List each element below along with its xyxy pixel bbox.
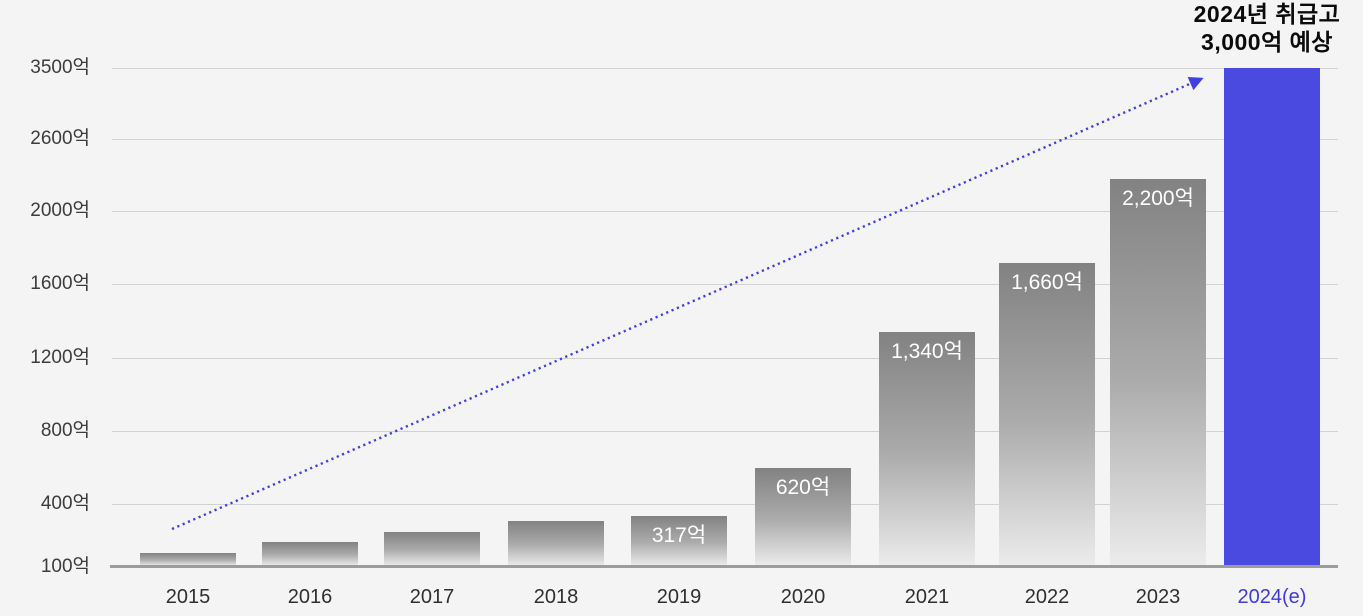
bar-2016 [262,542,358,566]
bar-2021: 1,340억 [879,332,975,566]
y-tick-label-100억: 100억 [40,556,90,577]
y-tick-label-400억: 400억 [40,493,90,514]
bar-2020: 620억 [755,468,851,566]
y-tick-label-2600억: 2600억 [30,128,90,149]
x-tick-label-2019: 2019 [656,586,702,608]
bar-2024e [1224,68,1320,566]
bar-value-label-2022: 1,660억 [1011,271,1083,294]
y-tick-label-2000억: 2000억 [30,200,90,221]
x-axis-line [110,564,1338,568]
x-tick-label-2015: 2015 [165,586,211,608]
bar-2017 [384,532,480,566]
x-tick-label-2016: 2016 [287,586,333,608]
x-tick-label-2022: 2022 [1024,586,1070,608]
annotation-line-1: 2024년 취급고 [1193,1,1341,27]
x-tick-label-2017: 2017 [409,586,455,608]
chart-annotation: 2024년 취급고 3,000억 예상 [1067,0,1363,56]
gridline-2600억 [112,139,1338,140]
x-tick-label-2018: 2018 [533,586,579,608]
bar-2015 [140,553,236,566]
bar-2023: 2,200억 [1110,179,1206,566]
gridline-3500억 [112,68,1338,69]
x-tick-label-2020: 2020 [780,586,826,608]
bar-value-label-2019: 317억 [651,524,707,547]
x-tick-label-2024e: 2024(e) [1237,586,1307,608]
x-tick-label-2023: 2023 [1135,586,1181,608]
bar-value-label-2020: 620억 [775,476,831,499]
y-tick-label-800억: 800억 [40,420,90,441]
bar-value-label-2023: 2,200억 [1122,187,1194,210]
y-tick-label-1600억: 1600억 [30,273,90,294]
bar-2019: 317억 [631,516,727,566]
annotation-line-2: 3,000억 예상 [1201,29,1333,55]
bar-value-label-2021: 1,340억 [891,340,963,363]
bar-2018 [508,521,604,566]
y-tick-label-3500억: 3500억 [30,57,90,78]
x-tick-label-2021: 2021 [904,586,950,608]
bar-2022: 1,660억 [999,263,1095,566]
y-tick-label-1200억: 1200억 [30,347,90,368]
